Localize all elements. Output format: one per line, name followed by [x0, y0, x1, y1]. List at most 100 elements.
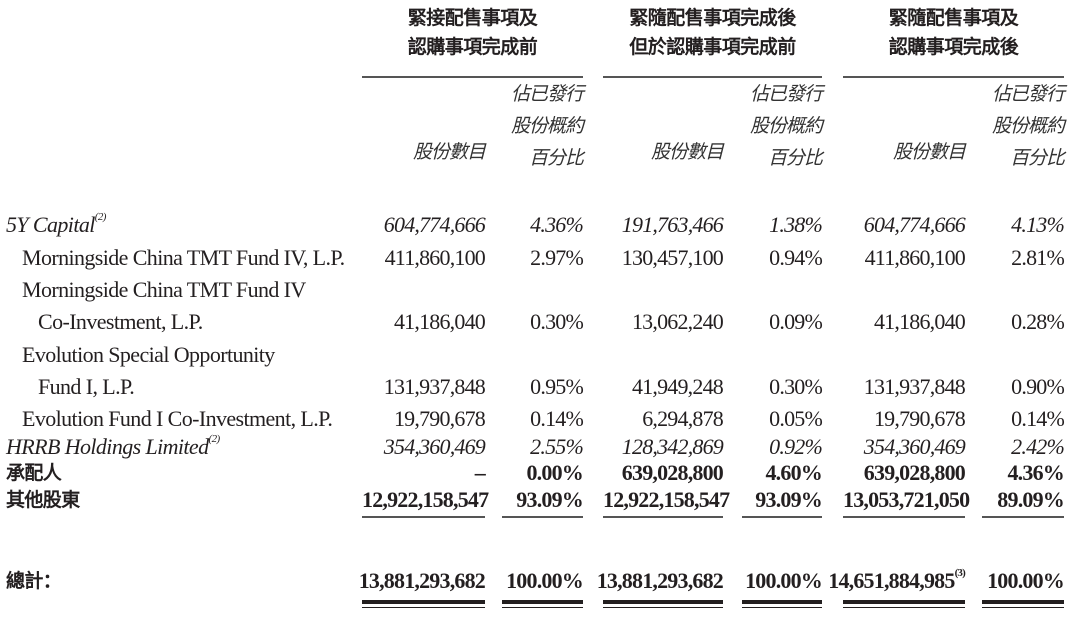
- shares-cell: 128,342,869: [621, 434, 724, 459]
- table-row: Morningside China TMT Fund IV, L.P. 411,8…: [0, 243, 1080, 273]
- total-shares-cell: 13,881,293,682: [583, 566, 724, 596]
- row-label: Morningside China TMT Fund IV, L.P.: [22, 243, 345, 273]
- percentage-cell: 0.09%: [769, 309, 823, 334]
- percentage-header: 佔已發行 股份概約 百分比: [483, 78, 584, 174]
- total-percentage-cell: 100.00%: [482, 566, 584, 596]
- shares-cell: 13,062,240: [631, 309, 724, 334]
- header-divider: [843, 76, 1064, 78]
- shares-cell: 411,860,100: [864, 245, 966, 270]
- row-label-text: 其他股東: [6, 489, 80, 511]
- row-label-text: Evolution Special Opportunity: [22, 342, 275, 367]
- percentage-cell: 89.09%: [997, 487, 1065, 512]
- header-divider: [603, 76, 822, 78]
- row-label-text: Morningside China TMT Fund IV: [22, 277, 306, 302]
- total-double-rule: [742, 600, 822, 604]
- total-double-rule: [603, 607, 723, 608]
- shares-cell: 604,774,666: [863, 212, 966, 237]
- row-label: 其他股東: [6, 485, 80, 515]
- percentage-cell: 0.05%: [769, 406, 823, 431]
- percentage-header: 佔已發行 股份概約 百分比: [964, 78, 1065, 174]
- column-group-header: 緊隨配售事項完成後 但於認購事項完成前: [603, 4, 822, 62]
- total-double-rule: [502, 607, 583, 608]
- group-header-line: 緊接配售事項及: [407, 7, 538, 29]
- total-row: 總計： 13,881,293,682 100.00% 13,881,293,682 10…: [0, 566, 1080, 596]
- percentage-cell: 4.36%: [530, 212, 584, 237]
- subtotal-rule: [362, 516, 485, 518]
- total-value: 14,651,884,985: [828, 568, 955, 593]
- column-group-header: 緊接配售事項及 認購事項完成前: [362, 4, 583, 62]
- subtotal-rule: [843, 516, 965, 518]
- subtotal-rule: [603, 516, 723, 518]
- row-label-text: Morningside China TMT Fund IV, L.P.: [22, 245, 345, 270]
- percentage-header-line: 股份概約: [749, 115, 823, 137]
- percentage-cell: 93.09%: [516, 487, 584, 512]
- shares-cell: 19,790,678: [393, 406, 486, 431]
- shares-cell: 354,360,469: [383, 434, 486, 459]
- total-percentage-cell: 100.00%: [722, 566, 823, 596]
- shares-cell: 604,774,666: [383, 212, 486, 237]
- total-value: 100.00%: [506, 568, 584, 593]
- row-label-text: 5Y Capital: [6, 212, 95, 237]
- group-header-line: 認購事項完成後: [888, 36, 1019, 58]
- row-label: 承配人: [6, 458, 62, 488]
- table-row: Evolution Special Opportunity: [0, 340, 1080, 370]
- percentage-cell: 0.30%: [769, 374, 823, 399]
- percentage-header-line: 百分比: [1009, 147, 1065, 169]
- shares-cell: 130,457,100: [621, 245, 724, 270]
- table-row: Evolution Fund I Co-Investment, L.P. 19,7…: [0, 404, 1080, 434]
- row-label-text: HRRB Holdings Limited: [6, 434, 209, 459]
- percentage-cell: 2.97%: [530, 245, 584, 270]
- table-row: Co-Investment, L.P. 41,186,040 0.30% 13,062…: [0, 307, 1080, 337]
- percentage-cell: 0.90%: [1011, 374, 1065, 399]
- shares-header: 股份數目: [412, 141, 486, 163]
- percentage-header-line: 股份概約: [991, 115, 1065, 137]
- total-double-rule: [843, 607, 965, 608]
- shares-cell: 131,937,848: [383, 374, 486, 399]
- total-double-rule: [982, 607, 1064, 608]
- percentage-cell: 1.38%: [769, 212, 823, 237]
- total-double-rule: [843, 600, 965, 604]
- percentage-cell: 2.42%: [1011, 434, 1065, 459]
- percentage-cell: 0.28%: [1011, 309, 1065, 334]
- shares-cell: –: [474, 460, 486, 485]
- table-row: Fund I, L.P. 131,937,848 0.95% 41,949,248 0.…: [0, 372, 1080, 402]
- group-header-line: 認購事項完成前: [407, 36, 538, 58]
- shares-cell: 12,922,158,547: [603, 487, 730, 512]
- percentage-cell: 4.60%: [765, 460, 822, 485]
- percentage-header: 佔已發行股份概約百分比: [722, 78, 823, 174]
- percentage-cell: 0.00%: [526, 460, 583, 485]
- footnote-marker: (2): [94, 211, 107, 223]
- percentage-header-line: 股份概約: [510, 115, 584, 137]
- group-header-line: 緊隨配售事項完成後: [629, 7, 796, 29]
- shares-cell: 191,763,466: [621, 212, 724, 237]
- row-label: Co-Investment, L.P.: [38, 307, 203, 337]
- footnote-marker: (3): [954, 567, 966, 579]
- percentage-cell: 0.92%: [769, 434, 823, 459]
- percentage-header-line: 百分比: [767, 147, 823, 169]
- table-row: 承配人 – 0.00% 639,028,800 4.60% 639,028,800 4.36…: [0, 458, 1080, 488]
- row-label: 5Y Capital(2): [6, 210, 106, 240]
- footnote-marker: (2): [208, 433, 221, 445]
- total-shares-cell: 13,881,293,682: [342, 566, 486, 596]
- row-label: Evolution Fund I Co-Investment, L.P.: [22, 404, 333, 434]
- percentage-header-line: 佔已發行: [749, 83, 823, 105]
- percentage-cell: 0.95%: [530, 374, 584, 399]
- row-label-text: Co-Investment, L.P.: [38, 309, 203, 334]
- subtotal-rule: [982, 516, 1064, 518]
- shares-header: 股份數目: [892, 141, 966, 163]
- row-label: Evolution Special Opportunity: [22, 340, 275, 370]
- total-double-rule: [603, 600, 723, 604]
- table-row: HRRB Holdings Limited(2) 354,360,469 2.55%…: [0, 432, 1080, 462]
- total-label: 總計：: [6, 570, 62, 592]
- subtotal-rule: [742, 516, 822, 518]
- shares-cell: 41,186,040: [873, 309, 966, 334]
- row-label-text: 承配人: [6, 462, 62, 484]
- group-header-line: 緊隨配售事項及: [888, 7, 1019, 29]
- percentage-header-line: 佔已發行: [510, 83, 584, 105]
- subtotal-rule: [502, 516, 583, 518]
- total-double-rule: [502, 600, 583, 604]
- total-double-rule: [982, 600, 1064, 604]
- row-label-text: Evolution Fund I Co-Investment, L.P.: [22, 406, 333, 431]
- total-value: 100.00%: [987, 568, 1065, 593]
- shares-cell: 6,294,878: [642, 406, 724, 431]
